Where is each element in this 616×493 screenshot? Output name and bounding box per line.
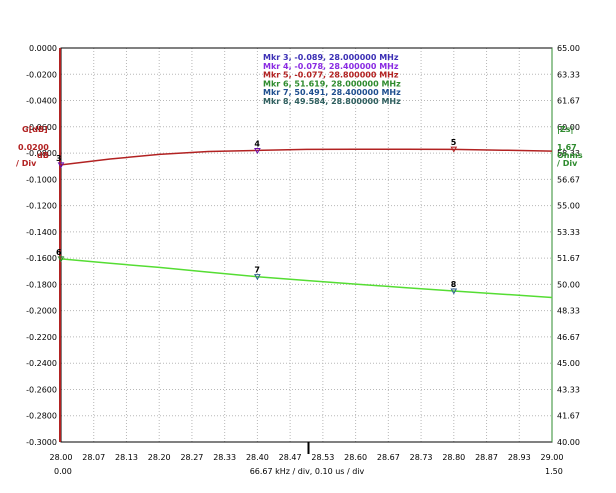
right-tick-label: 46.67	[557, 333, 580, 342]
x-tick-label: 28.60	[344, 453, 367, 462]
marker-3-symbol	[57, 162, 65, 169]
right-tick-label: 63.33	[557, 70, 580, 79]
x-div-label: 66.67 kHz / div, 0.10 us / div	[250, 467, 365, 476]
legend-entry: Mkr 3, -0.089, 28.000000 MHz	[263, 53, 399, 62]
marker-5-label: 5	[451, 138, 457, 147]
impedance-trace	[60, 258, 553, 299]
right-tick-label: 61.67	[557, 97, 580, 106]
left-tick-label: -0.0400	[26, 97, 57, 106]
marker-8-label: 8	[451, 280, 457, 289]
left-tick-label: -0.2000	[26, 307, 57, 316]
right-axis-title: |Zs|	[557, 125, 573, 134]
x-tick-label: 28.53	[311, 453, 334, 462]
x-tick-label: 28.27	[180, 453, 203, 462]
left-tick-label: -0.1000	[26, 175, 57, 184]
marker-5-symbol	[450, 146, 458, 153]
right-tick-label: 65.00	[557, 44, 580, 53]
x-tick-label: 28.00	[50, 453, 73, 462]
right-tick-label: 48.33	[557, 307, 580, 316]
right-axis-scale: 1.67	[557, 143, 577, 152]
left-axis-div: / Div	[16, 159, 37, 168]
left-tick-label: -0.1400	[26, 228, 57, 237]
x-tick-label: 28.67	[377, 453, 400, 462]
gain-trace	[60, 148, 553, 166]
x-time-start: 0.00	[54, 467, 72, 476]
left-tick-label: -0.2800	[26, 412, 57, 421]
right-axis-scale-unit: Ohms	[557, 151, 583, 160]
left-tick-label: -0.2400	[26, 359, 57, 368]
marker-7-symbol	[254, 274, 261, 281]
left-tick-label: -0.1200	[26, 202, 57, 211]
axis-labels: 0.0000 -0.0200 -0.0400 -0.0600 -0.0800 -0.100…	[26, 44, 580, 462]
x-tick-label: 29.00	[541, 453, 564, 462]
legend-entry: Mkr 7, 50.491, 28.400000 MHz	[263, 88, 401, 97]
left-tick-label: -0.0800	[26, 149, 57, 158]
marker-7-label: 7	[254, 266, 260, 275]
x-tick-label: 28.80	[442, 453, 465, 462]
x-tick-label: 28.47	[279, 453, 302, 462]
left-axis-scale: 0.0200	[18, 143, 49, 152]
right-tick-label: 56.67	[557, 175, 580, 184]
x-tick-label: 28.07	[82, 453, 105, 462]
traces	[60, 148, 553, 299]
x-tick-label: 28.73	[410, 453, 433, 462]
marker-4-symbol	[254, 147, 261, 154]
x-tick-label: 28.20	[148, 453, 171, 462]
left-tick-label: 0.0000	[29, 44, 57, 53]
right-tick-label: 58.33	[557, 149, 580, 158]
right-tick-label: 60.00	[557, 123, 580, 132]
legend-entry: Mkr 5, -0.077, 28.800000 MHz	[263, 71, 399, 80]
right-tick-label: 43.33	[557, 385, 580, 394]
legend-entry: Mkr 8, 49.584, 28.800000 MHz	[263, 97, 401, 106]
left-axis-scale-unit: dB	[37, 151, 49, 160]
left-tick-label: -0.0200	[26, 70, 57, 79]
plot-border	[60, 47, 553, 443]
left-tick-label: -0.1600	[26, 254, 57, 263]
marker-6-symbol	[57, 256, 65, 263]
markers: 3 4 5 6 7 8	[56, 138, 458, 295]
right-tick-label: 53.33	[557, 228, 580, 237]
legend-entry: Mkr 4, -0.078, 28.400000 MHz	[263, 62, 399, 71]
left-tick-label: -0.2200	[26, 333, 57, 342]
marker-6-label: 6	[56, 248, 62, 257]
right-tick-label: 50.00	[557, 280, 580, 289]
legend-entry: Mkr 6, 51.619, 28.000000 MHz	[263, 79, 401, 88]
left-tick-label: -0.2600	[26, 385, 57, 394]
right-tick-label: 45.00	[557, 359, 580, 368]
right-axis-div: / Div	[557, 159, 578, 168]
right-tick-label: 41.67	[557, 412, 580, 421]
x-time-end: 1.50	[545, 467, 563, 476]
right-tick-label: 51.67	[557, 254, 580, 263]
left-axis-title: G[dB]	[22, 125, 48, 134]
x-tick-label: 28.33	[213, 453, 236, 462]
grid-lines	[59, 47, 553, 454]
x-tick-label: 28.40	[246, 453, 269, 462]
x-tick-label: 28.87	[475, 453, 498, 462]
marker-3-label: 3	[56, 154, 62, 163]
left-tick-label: -0.3000	[26, 438, 57, 447]
marker-8-symbol	[450, 288, 458, 295]
x-tick-label: 28.13	[115, 453, 138, 462]
marker-4-label: 4	[254, 139, 260, 148]
left-tick-label: -0.1800	[26, 280, 57, 289]
right-tick-label: 40.00	[557, 438, 580, 447]
x-tick-label: 28.93	[508, 453, 531, 462]
right-tick-label: 55.00	[557, 202, 580, 211]
left-tick-label: -0.0600	[26, 123, 57, 132]
